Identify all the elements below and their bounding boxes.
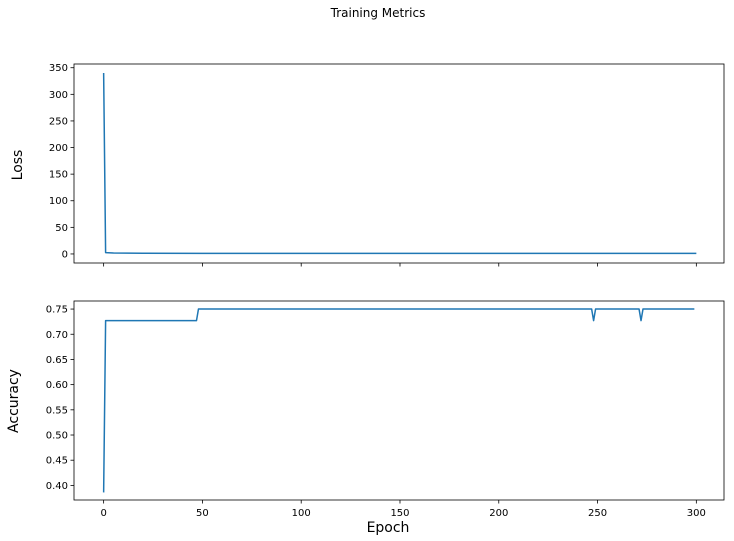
x-tick-label: 250 (588, 508, 607, 519)
x-tick-label: 300 (687, 508, 706, 519)
plot-frame (73, 300, 725, 501)
loss-axis-label: Loss (10, 150, 26, 181)
y-tick-label: 0.60 (46, 380, 68, 391)
figure-title: Training Metrics (330, 6, 426, 20)
y-tick-label: 100 (49, 196, 68, 207)
series-line (102, 73, 697, 255)
y-tick-label: 0.70 (46, 330, 68, 341)
y-tick-label: 50 (55, 223, 68, 234)
loss-panel: Loss 0 50 100 150 200 250 300 350 (10, 63, 725, 267)
x-tick-label: 100 (292, 508, 311, 519)
y-tick-label: 250 (49, 116, 68, 127)
accuracy-axis-label: Accuracy (6, 369, 22, 433)
y-tick-label: 0 (62, 249, 68, 260)
epoch-axis-label: Epoch (367, 520, 410, 536)
x-tick-label: 0 (100, 508, 106, 519)
y-tick-label: 150 (49, 170, 68, 181)
y-tick-label: 200 (49, 143, 68, 154)
accuracy-panel: Accuracy 0.40 0.45 0.50 0.55 0.60 0.65 0.70 0.7… (6, 300, 725, 519)
plot-frame (73, 63, 725, 264)
x-tick-label: 50 (196, 508, 209, 519)
y-tick-label: 0.45 (46, 456, 68, 467)
y-tick-label: 0.75 (46, 305, 68, 316)
y-tick-label: 350 (49, 63, 68, 74)
y-tick-label: 0.55 (46, 405, 68, 416)
y-tick-label: 0.50 (46, 431, 68, 442)
series-line (102, 308, 695, 493)
x-tick-label: 200 (489, 508, 508, 519)
x-tick-label: 150 (390, 508, 409, 519)
y-tick-label: 0.65 (46, 355, 68, 366)
y-tick-label: 300 (49, 90, 68, 101)
y-tick-label: 0.40 (46, 481, 68, 492)
